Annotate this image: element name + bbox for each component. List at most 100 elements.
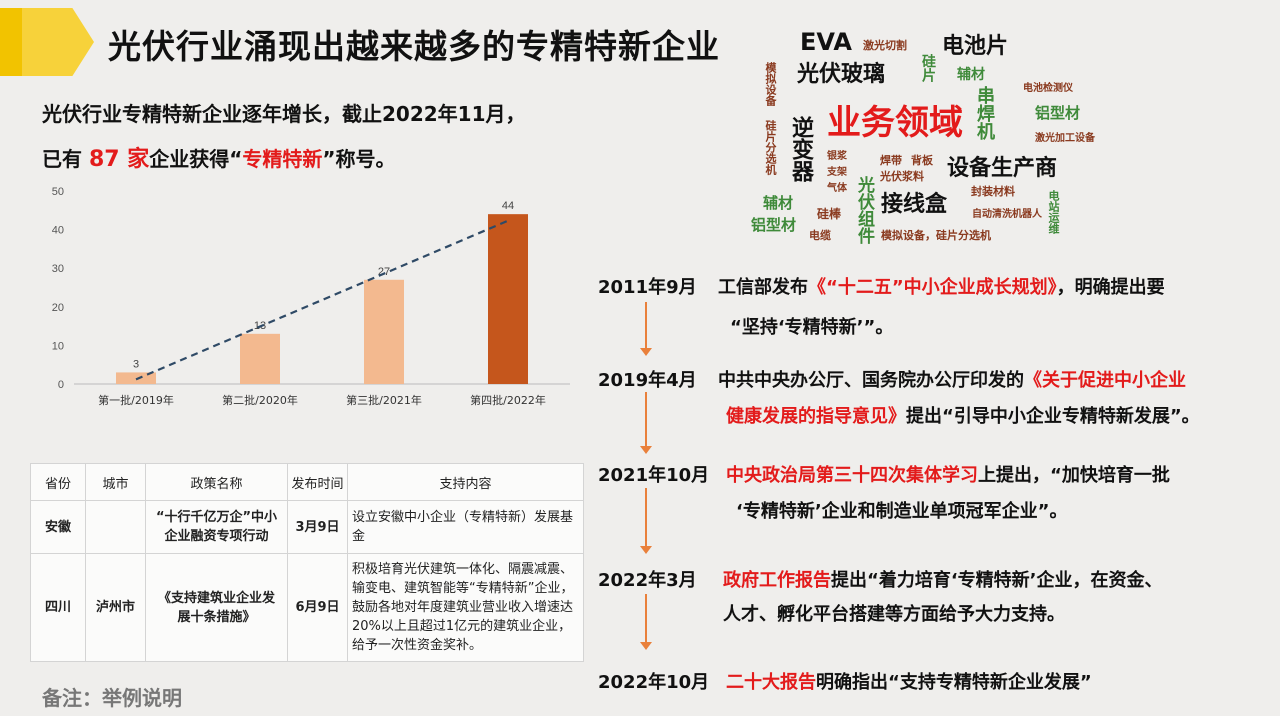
timeline-text-line2: 健康发展的指导意见》提出“引导中小企业专精特新发展”。 bbox=[726, 402, 1200, 428]
y-tick-label: 30 bbox=[52, 263, 64, 275]
cell-city bbox=[85, 500, 146, 554]
y-tick-label: 50 bbox=[52, 186, 64, 198]
word: 串焊机 bbox=[974, 86, 995, 140]
timeline-date: 2022年10月 bbox=[598, 672, 710, 693]
table-header: 发布时间 bbox=[287, 463, 348, 501]
table-header: 省份 bbox=[30, 463, 86, 501]
word: 光伏浆料 bbox=[880, 170, 924, 183]
word: 焊带 bbox=[880, 154, 902, 167]
word: 支架 bbox=[827, 167, 847, 178]
timeline-text-post: 提出“引导中小企业专精特新发展”。 bbox=[906, 406, 1200, 427]
word: 模拟设备，硅片分选机 bbox=[881, 229, 991, 242]
trend-line bbox=[135, 219, 509, 381]
cell-policy: “十行千亿万企”中小企业融资专项行动 bbox=[145, 500, 288, 554]
intro-mid: 企业获得“ bbox=[149, 147, 243, 171]
timeline-highlight: 《“十二五”中小企业成长规划》 bbox=[808, 277, 1057, 298]
word: 激光加工设备 bbox=[1035, 133, 1095, 144]
word: 银浆 bbox=[827, 151, 847, 162]
word: EVA bbox=[800, 28, 852, 56]
timeline-highlight: 《关于促进中小企业 bbox=[1024, 370, 1186, 391]
cell-content: 积极培育光伏建筑一体化、隔震减震、输变电、建筑智能等“专精特新”企业，鼓励各地对… bbox=[347, 553, 584, 662]
table-header: 城市 bbox=[85, 463, 146, 501]
word: 接线盒 bbox=[881, 192, 948, 217]
timeline-text-post: ，明确提出要 bbox=[1056, 277, 1165, 298]
timeline-arrow-icon bbox=[640, 642, 652, 650]
word: 逆变器 bbox=[788, 116, 813, 182]
timeline-text: 二十大报告明确指出“支持专精特新企业发展” bbox=[726, 668, 1092, 694]
word: 电站运维 bbox=[1047, 190, 1060, 234]
timeline-text-post: 明确指出“支持专精特新企业发展” bbox=[816, 672, 1092, 693]
word-cloud-center: 业务领域 bbox=[827, 103, 963, 143]
word: 激光切割 bbox=[863, 39, 907, 52]
timeline-highlight: 二十大报告 bbox=[726, 672, 816, 693]
word: 设备生产商 bbox=[947, 156, 1058, 181]
policy-table: 省份 城市 政策名称 发布时间 支持内容 安徽 “十行千亿万企”中小企业融资专项… bbox=[30, 463, 584, 662]
word: 封装材料 bbox=[971, 185, 1015, 198]
timeline-text: 中共中央办公厅、国务院办公厅印发的《关于促进中小企业 bbox=[718, 366, 1186, 392]
intro-suffix: ”称号。 bbox=[322, 147, 396, 171]
timeline-date: 2022年3月 bbox=[598, 570, 697, 591]
cell-province: 安徽 bbox=[30, 500, 86, 554]
cell-province: 四川 bbox=[30, 553, 86, 662]
timeline-text: 中央政治局第三十四次集体学习上提出，“加快培育一批 bbox=[726, 461, 1170, 487]
table-row: 四川 泸州市 《支持建筑业企业发展十条措施》 6月9日 积极培育光伏建筑一体化、… bbox=[30, 553, 584, 662]
timeline-highlight: 中央政治局第三十四次集体学习 bbox=[726, 465, 978, 486]
timeline-text-post: 上提出，“加快培育一批 bbox=[978, 465, 1170, 486]
y-tick-label: 40 bbox=[52, 225, 64, 237]
word: 气体 bbox=[827, 183, 847, 194]
table-header-row: 省份 城市 政策名称 发布时间 支持内容 bbox=[30, 463, 584, 501]
timeline-date: 2021年10月 bbox=[598, 465, 710, 486]
intro-prefix: 已有 bbox=[42, 147, 89, 171]
timeline-text: 政府工作报告提出“着力培育‘专精特新’企业，在资金、 bbox=[723, 566, 1163, 592]
intro-line-1: 光伏行业专精特新企业逐年增长，截止2022年11月， bbox=[42, 102, 526, 126]
word: 自动清洗机器人 bbox=[972, 209, 1042, 220]
cell-city: 泸州市 bbox=[85, 553, 146, 662]
timeline-connector bbox=[645, 488, 647, 546]
x-tick-label: 第四批/2022年 bbox=[470, 393, 546, 407]
x-tick-label: 第一批/2019年 bbox=[98, 393, 174, 407]
x-tick-label: 第三批/2021年 bbox=[346, 393, 422, 407]
timeline-text-post: 提出“着力培育‘专精特新’企业，在资金、 bbox=[831, 570, 1163, 591]
cell-policy: 《支持建筑业企业发展十条措施》 bbox=[145, 553, 288, 662]
company-count: 87 家 bbox=[88, 147, 150, 172]
bar bbox=[240, 333, 280, 384]
word: 光伏组件 bbox=[854, 176, 874, 244]
word: 辅材 bbox=[763, 194, 794, 212]
word: 铝型材 bbox=[751, 216, 797, 234]
timeline-connector bbox=[645, 302, 647, 348]
page-title: 光伏行业涌现出越来越多的专精特新企业 bbox=[108, 27, 720, 66]
timeline-arrow-icon bbox=[640, 348, 652, 356]
intro-line-2: 已有 87 家企业获得“专精特新”称号。 bbox=[42, 141, 396, 173]
timeline-text: 工信部发布《“十二五”中小企业成长规划》，明确提出要 bbox=[718, 273, 1165, 299]
x-tick-label: 第二批/2020年 bbox=[222, 393, 298, 407]
timeline-highlight: 政府工作报告 bbox=[723, 570, 831, 591]
table-row: 安徽 “十行千亿万企”中小企业融资专项行动 3月9日 设立安徽中小企业（专精特新… bbox=[30, 500, 584, 554]
word: 光伏玻璃 bbox=[797, 62, 886, 87]
table-header: 政策名称 bbox=[145, 463, 288, 501]
accent-bar bbox=[0, 8, 22, 76]
y-tick-label: 0 bbox=[58, 379, 64, 391]
timeline-arrow-icon bbox=[640, 546, 652, 554]
bar bbox=[364, 279, 404, 384]
cell-content: 设立安徽中小企业（专精特新）发展基金 bbox=[347, 500, 584, 554]
word: 铝型材 bbox=[1035, 104, 1081, 122]
word: 模拟设备 bbox=[764, 62, 777, 106]
bar-chart: 010203040503第一批/2019年13第二批/2020年27第三批/20… bbox=[52, 186, 570, 407]
word: 硅片分选机 bbox=[764, 120, 777, 175]
accent-arrow bbox=[22, 8, 94, 76]
intro-highlight: 专精特新 bbox=[242, 147, 323, 171]
timeline-connector bbox=[645, 594, 647, 642]
data-label: 3 bbox=[133, 358, 139, 370]
timeline-text-line2: “坚持‘专精特新’”。 bbox=[730, 317, 894, 338]
bar bbox=[488, 214, 528, 384]
timeline-highlight: 健康发展的指导意见》 bbox=[726, 406, 906, 427]
word-cloud: EVA 激光切割 电池片 光伏玻璃 硅片 辅材 电池检测仪 模拟设备 硅片分选机… bbox=[745, 20, 1125, 250]
table-header: 支持内容 bbox=[347, 463, 584, 501]
data-label: 44 bbox=[502, 200, 514, 212]
word: 电池检测仪 bbox=[1023, 83, 1073, 94]
timeline-connector bbox=[645, 392, 647, 446]
timeline-arrow-icon bbox=[640, 446, 652, 454]
word: 硅片 bbox=[920, 54, 936, 82]
word: 硅棒 bbox=[817, 207, 842, 221]
cell-date: 6月9日 bbox=[287, 553, 348, 662]
